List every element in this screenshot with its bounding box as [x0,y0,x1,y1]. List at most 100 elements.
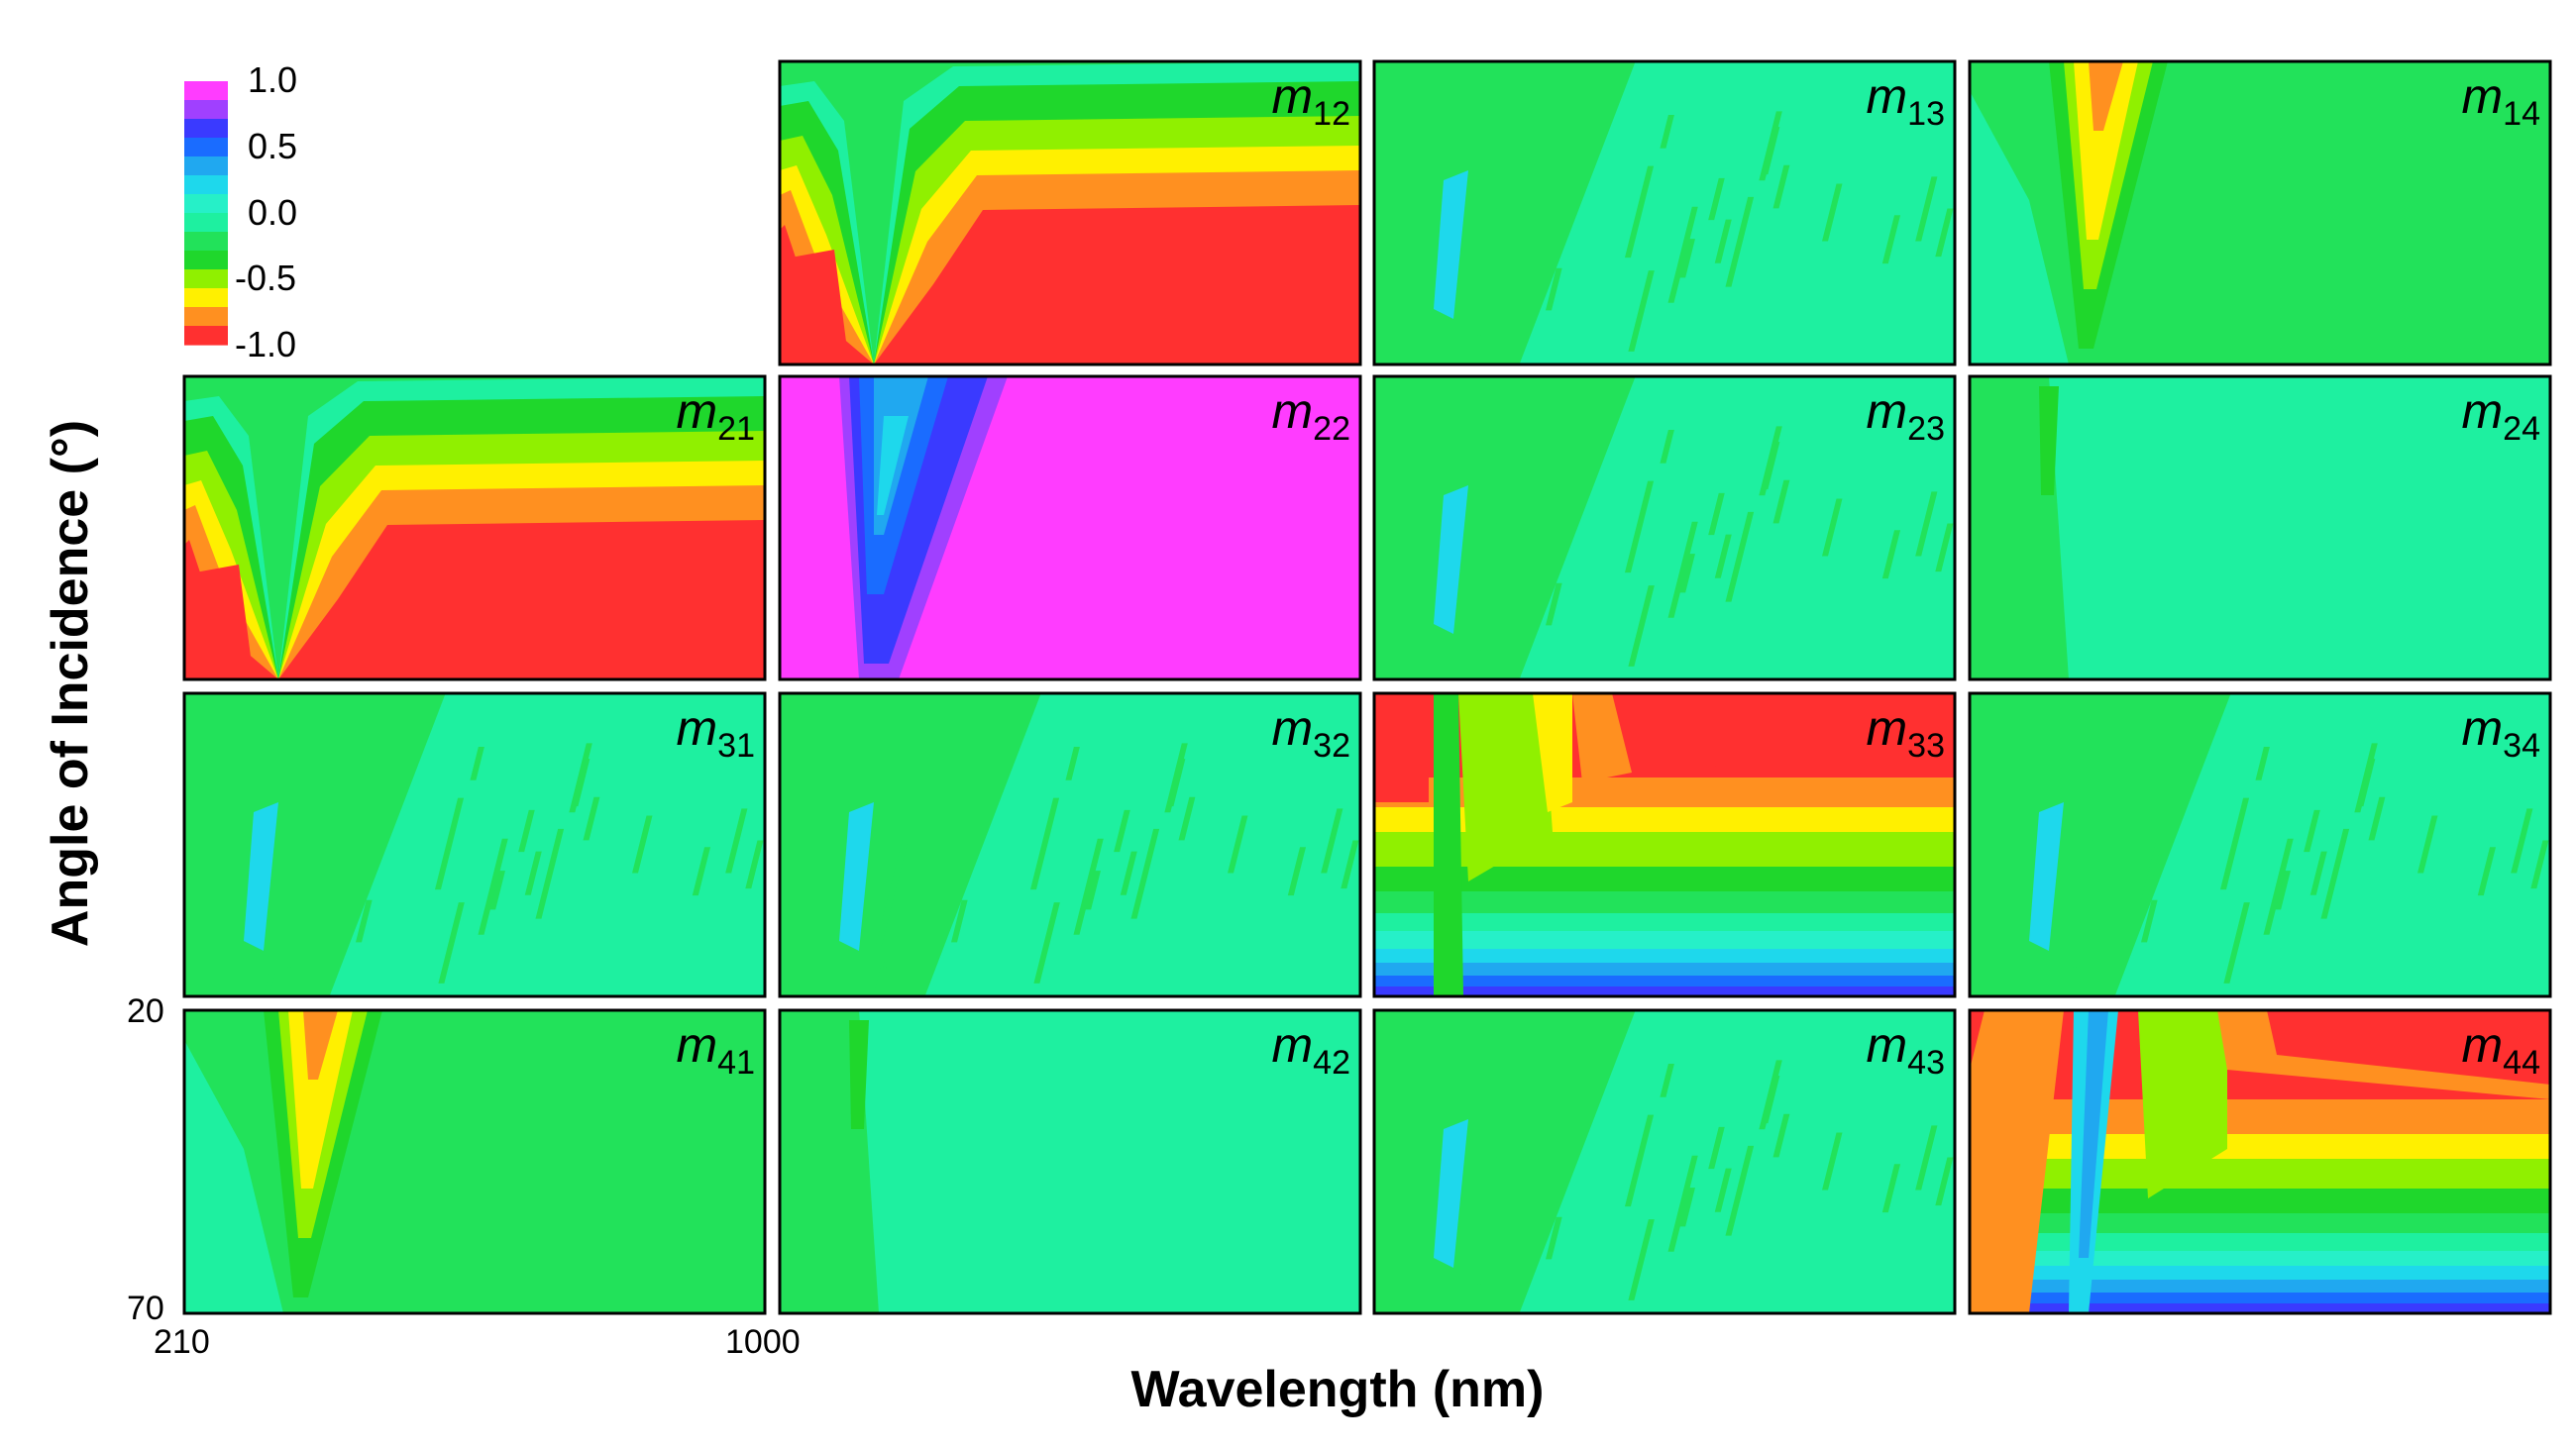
panel-label-base: m [677,700,718,756]
panel-label-subscript: 33 [1907,727,1945,765]
contour-region [1679,1188,1695,1227]
panel-contours [1970,61,2550,364]
contour-region [1667,521,1698,618]
contour-region [1463,322,1481,364]
panel-contours [1374,61,1955,364]
colorbar-swatches [184,81,228,346]
contour-region [1543,1156,1567,1227]
panel-label-base: m [2462,1017,2504,1073]
panel-label-subscript: 23 [1907,410,1945,448]
panel-label-subscript: 12 [1313,95,1350,133]
contour-region [1915,176,1938,242]
colorbar-swatch [184,81,228,101]
panel-contours [184,1010,765,1313]
contour-region [1545,267,1562,311]
contour-region [1679,554,1695,593]
contour-region [1178,796,1196,841]
x-tick-label-min: 210 [154,1323,210,1361]
panel-label-base: m [2462,700,2504,756]
contour-region [1029,797,1060,890]
panel-label-subscript: 31 [717,727,755,765]
contour-region [2079,1010,2108,1258]
contour-region [1725,511,1755,602]
contour-region [1822,498,1843,557]
panel-m34: m34 [1968,691,2552,998]
panel-contours [184,693,765,996]
contour-region [2255,746,2270,780]
contour-region [1073,838,1104,935]
contour-region [2223,902,2250,984]
contour-region [1467,1284,1481,1313]
contour-region [1452,1287,1466,1313]
contour-region [918,833,944,907]
panel-contours [780,693,1360,996]
contour-region [1624,1114,1655,1207]
contour-region [1513,201,1539,275]
contour-region [745,840,764,889]
contour-region [2304,809,2320,853]
panel-m22: m22 [778,374,1362,681]
contour-region [1915,1125,1938,1191]
contour-region [1130,828,1160,919]
panel-label-base: m [1867,700,1908,756]
contour-region [1935,1157,1954,1206]
contour-region [1463,637,1481,679]
colorbar-swatch [184,100,228,120]
panel-label-subscript: 43 [1907,1044,1945,1082]
contour-region [524,851,542,895]
contour-region [1881,1164,1901,1213]
contour-band [780,1010,1360,1313]
contour-region [1513,1150,1539,1224]
panel-label: m12 [1272,68,1350,133]
panel-label: m41 [677,1017,755,1082]
colorbar-swatch [184,194,228,214]
contour-region [1881,530,1901,579]
panel-label-base: m [2462,383,2504,439]
contour-region [1762,127,1780,175]
panel-m12: m12 [778,59,1362,366]
panel-label-base: m [677,383,718,439]
contour-region [849,1020,869,1129]
contour-region [1065,746,1080,780]
contour-region [1114,809,1130,853]
contour-region [1572,693,1632,782]
contour-region [1725,1145,1755,1236]
contour-region [1467,335,1481,364]
panel-label-base: m [1272,1017,1314,1073]
panel-m44: m44 [1968,1008,2552,1315]
panel-label-base: m [2462,68,2504,124]
contour-region [1708,177,1725,221]
contour-region [1660,114,1674,149]
contour-region [869,954,887,996]
contour-region [1033,902,1060,984]
contour-region [470,746,484,780]
panel-m32: m32 [778,691,1362,998]
contour-region [583,796,600,841]
contour-region [1469,523,1503,629]
panel-label-base: m [1272,68,1314,124]
contour-region [2417,815,2438,874]
contour-region [535,828,565,919]
panel-label-base: m [1272,383,1314,439]
panel-label: m22 [1272,383,1350,448]
contour-region [355,899,373,943]
contour-region [184,520,765,679]
contour-region [1545,1216,1562,1260]
contour-region [1469,1157,1503,1263]
contour-region [1762,1076,1780,1124]
panel-frame [1968,59,2552,366]
contour-region [839,802,874,951]
panel-contours [1970,376,2550,679]
panel-frame [1968,691,2552,998]
contour-region [1725,196,1755,287]
panel-label: m44 [2462,1017,2540,1082]
contour-region [489,871,505,910]
panel-contours [780,376,1360,679]
contour-region [780,250,849,364]
panel-m13: m13 [1372,59,1957,366]
panel-frame [1968,1008,2552,1315]
contour-region [1714,1168,1732,1212]
contour-region [1822,183,1843,242]
contour-region [2530,840,2549,889]
contour-region [279,840,313,946]
